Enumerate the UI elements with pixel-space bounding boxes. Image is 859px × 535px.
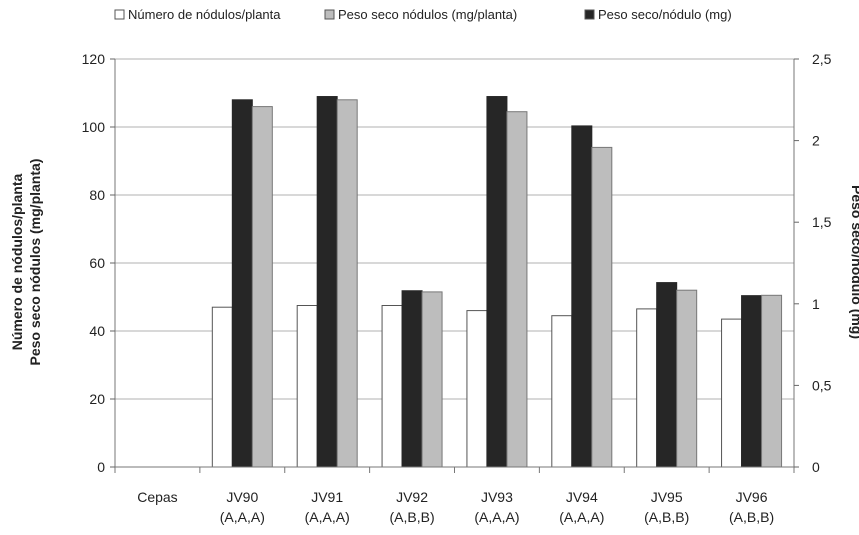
legend-label: Número de nódulos/planta (128, 7, 281, 22)
left-axis-title-line1: Número de nódulos/planta (9, 174, 25, 351)
category-sublabel: (A,B,B) (644, 509, 689, 525)
category-label: JV95 (651, 489, 683, 505)
bar-peso-seco-nodulos (591, 146, 613, 468)
category-label: JV94 (566, 489, 598, 505)
legend-swatch (584, 9, 595, 20)
legend-swatch (324, 9, 335, 20)
bar-peso-seco-nodulo (741, 295, 763, 468)
left-tick-label: 40 (89, 323, 105, 339)
bar-peso-seco-nodulos (251, 106, 273, 468)
left-axis-title-line2: Peso seco nódulos (mg/planta) (27, 159, 43, 366)
bar-peso-seco-nodulo (571, 125, 593, 468)
left-tick-label: 20 (89, 391, 105, 407)
bar-peso-seco-nodulo (231, 99, 253, 468)
bars (211, 96, 783, 468)
right-tick-label: 2 (812, 133, 820, 149)
bar-peso-seco-nodulo (401, 290, 423, 468)
bar-numero-nodulos (211, 306, 233, 468)
left-tick-label: 120 (82, 51, 106, 67)
category-labels: Cepas JV90 (A,A,A) JV91 (A,A,A) JV92 (A,B,B) JV… (137, 489, 774, 525)
category-label: JV93 (481, 489, 513, 505)
right-axis-title: Peso seco/nódulo (mg) (849, 185, 859, 339)
category-label: JV91 (311, 489, 343, 505)
category-sublabel: (A,A,A) (305, 509, 350, 525)
bar-numero-nodulos (551, 315, 573, 468)
left-axis-ticks: 0 20 40 60 80 100 120 (82, 51, 115, 475)
bar-peso-seco-nodulos (336, 99, 358, 468)
right-tick-label: 0 (812, 459, 820, 475)
right-tick-label: 1,5 (812, 214, 832, 230)
bar-peso-seco-nodulos (506, 111, 528, 468)
bar-peso-seco-nodulos (761, 294, 783, 468)
category-sublabel: (A,A,A) (220, 509, 265, 525)
bar-peso-seco-nodulo (656, 282, 678, 468)
category-label: JV96 (736, 489, 768, 505)
bar-numero-nodulos (296, 305, 318, 468)
bar-peso-seco-nodulos (421, 291, 443, 468)
category-sublabel: (A,A,A) (474, 509, 519, 525)
bar-numero-nodulos (721, 318, 743, 468)
category-label: JV92 (396, 489, 428, 505)
left-tick-label: 60 (89, 255, 105, 271)
legend: Número de nódulos/planta Peso seco nódulo… (114, 7, 732, 22)
left-tick-label: 80 (89, 187, 105, 203)
bar-numero-nodulos (466, 310, 488, 468)
category-label: Cepas (137, 489, 177, 505)
bar-peso-seco-nodulo (486, 96, 508, 468)
bar-numero-nodulos (636, 308, 658, 468)
category-sublabel: (A,A,A) (559, 509, 604, 525)
category-sublabel: (A,B,B) (729, 509, 774, 525)
left-tick-label: 100 (82, 119, 106, 135)
legend-swatch (114, 9, 125, 20)
category-sublabel: (A,B,B) (390, 509, 435, 525)
category-label: JV90 (226, 489, 258, 505)
left-tick-label: 0 (97, 459, 105, 475)
legend-label: Peso seco nódulos (mg/planta) (338, 7, 517, 22)
bar-numero-nodulos (381, 305, 403, 468)
bar-peso-seco-nodulo (316, 96, 338, 468)
legend-label: Peso seco/nódulo (mg) (598, 7, 732, 22)
right-tick-label: 1 (812, 296, 820, 312)
bar-peso-seco-nodulos (676, 289, 698, 468)
right-tick-label: 2,5 (812, 51, 832, 67)
right-tick-label: 0,5 (812, 377, 832, 393)
right-axis-ticks: 0 0,5 1 1,5 2 2,5 (794, 51, 832, 475)
